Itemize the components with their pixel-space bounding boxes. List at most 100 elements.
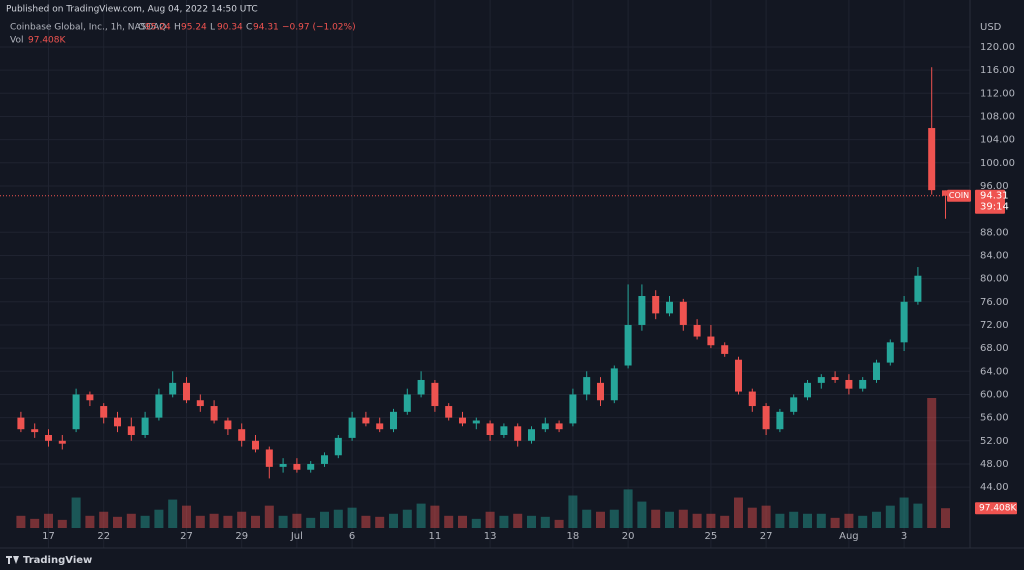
volume-bar: [761, 505, 771, 528]
candle-body: [196, 400, 204, 407]
candle-body: [100, 406, 108, 418]
candle-body: [500, 426, 508, 435]
volume-bar: [154, 509, 164, 528]
volume-bar: [16, 515, 26, 528]
ohlc-legend: O 95.24 H 95.24 L 90.34 C 94.31 −0.97 (−1.02%): [138, 23, 356, 33]
x-tick-label: 11: [429, 531, 442, 542]
volume-bar: [540, 516, 550, 528]
symbol-tag: COIN: [949, 191, 969, 200]
candle-body: [528, 429, 535, 441]
volume-bar: [678, 509, 688, 528]
volume-bar: [168, 499, 178, 528]
candle-body: [914, 275, 922, 302]
candle-body: [776, 411, 784, 430]
candle-body: [31, 429, 39, 433]
candle-body: [431, 382, 439, 407]
candle-body: [486, 423, 494, 435]
y-tick-label: 60.00: [980, 389, 1009, 400]
y-tick-label: 68.00: [980, 343, 1009, 354]
candle-body: [390, 411, 397, 430]
candle-body: [624, 324, 632, 366]
y-tick-label: 64.00: [980, 366, 1009, 377]
candle-body: [321, 455, 328, 464]
candle-body: [804, 382, 811, 398]
candle-body: [735, 359, 742, 392]
candle-body: [928, 128, 936, 191]
x-tick-label: 6: [349, 531, 355, 542]
candle-body: [348, 417, 356, 438]
volume-bar: [458, 515, 467, 528]
volume-bar: [223, 515, 233, 528]
brand-name: TradingView: [23, 555, 92, 566]
candle-body: [45, 434, 52, 441]
candle-body: [141, 417, 149, 435]
change: −0.97 (−1.02%): [282, 23, 356, 33]
candle-body: [845, 379, 853, 389]
brand-logo: [6, 556, 19, 564]
candle-body: [638, 295, 646, 325]
candle-body: [127, 426, 135, 435]
volume-bar: [499, 515, 509, 528]
y-tick-label: 120.00: [980, 42, 1015, 53]
y-tick-label: 80.00: [980, 274, 1009, 285]
candle-body: [472, 420, 480, 424]
volume-bar: [844, 513, 854, 528]
currency: USD: [980, 22, 1002, 33]
volume-bar: [706, 513, 716, 528]
candle-body: [541, 423, 549, 430]
countdown: 39:14: [980, 202, 1009, 213]
volume-bar: [816, 513, 826, 528]
volume-bar: [361, 515, 371, 528]
volume-bar: [113, 516, 122, 528]
candle-body: [693, 324, 701, 337]
candle-body: [707, 336, 715, 346]
candle-body: [459, 417, 466, 424]
candle-body: [900, 301, 908, 343]
x-tick-label: 3: [901, 531, 907, 542]
grid: [0, 0, 970, 548]
candle-body: [666, 301, 673, 314]
volume-bar: [775, 513, 785, 528]
symbol-tag-bg: [947, 189, 971, 202]
volume-bar: [609, 509, 619, 528]
volume-bar: [665, 511, 674, 528]
volume-bar: [485, 511, 495, 528]
y-tick-label: 104.00: [980, 135, 1015, 146]
candle-body: [362, 417, 370, 424]
y-tick-label: 116.00: [980, 65, 1015, 76]
price-tag: 94.31: [980, 191, 1009, 202]
candle-body: [210, 406, 218, 421]
candle-body: [555, 423, 563, 430]
ohlc-letter: C: [246, 23, 252, 33]
volume-bar: [44, 513, 53, 528]
y-tick-label: 100.00: [980, 158, 1015, 169]
volume-bar: [885, 505, 895, 528]
volume-bar: [292, 513, 302, 528]
volume-title: Vol: [10, 36, 23, 46]
y-tick-label: 84.00: [980, 250, 1009, 261]
volume-bar: [913, 503, 923, 528]
y-tick-label: 112.00: [980, 88, 1015, 99]
volume-bar: [734, 497, 743, 528]
ohlc-value: 95.24: [145, 23, 171, 33]
volume-bar: [623, 489, 633, 528]
candle-body: [652, 295, 660, 314]
volume-bar: [195, 515, 205, 528]
candle-body: [58, 440, 66, 444]
volume-bar: [85, 515, 95, 528]
volume-bar: [872, 511, 881, 528]
y-tick-label: 88.00: [980, 227, 1009, 238]
candle-body: [155, 394, 163, 418]
symbol-info: Coinbase Global, Inc., 1h, NASDAQ: [10, 23, 166, 33]
y-tick-label: 96.00: [980, 181, 1009, 192]
candle-body: [721, 345, 729, 354]
ohlc-letter: O: [138, 23, 145, 33]
volume-bar: [333, 509, 343, 528]
volume-bar: [692, 513, 702, 528]
volume-bar: [899, 497, 909, 528]
x-tick-label: 20: [622, 531, 635, 542]
y-tick-label: 56.00: [980, 413, 1009, 424]
volume-bar: [237, 511, 247, 528]
x-tick-label: 22: [97, 531, 110, 542]
volume-tag-bg: [975, 502, 1017, 515]
